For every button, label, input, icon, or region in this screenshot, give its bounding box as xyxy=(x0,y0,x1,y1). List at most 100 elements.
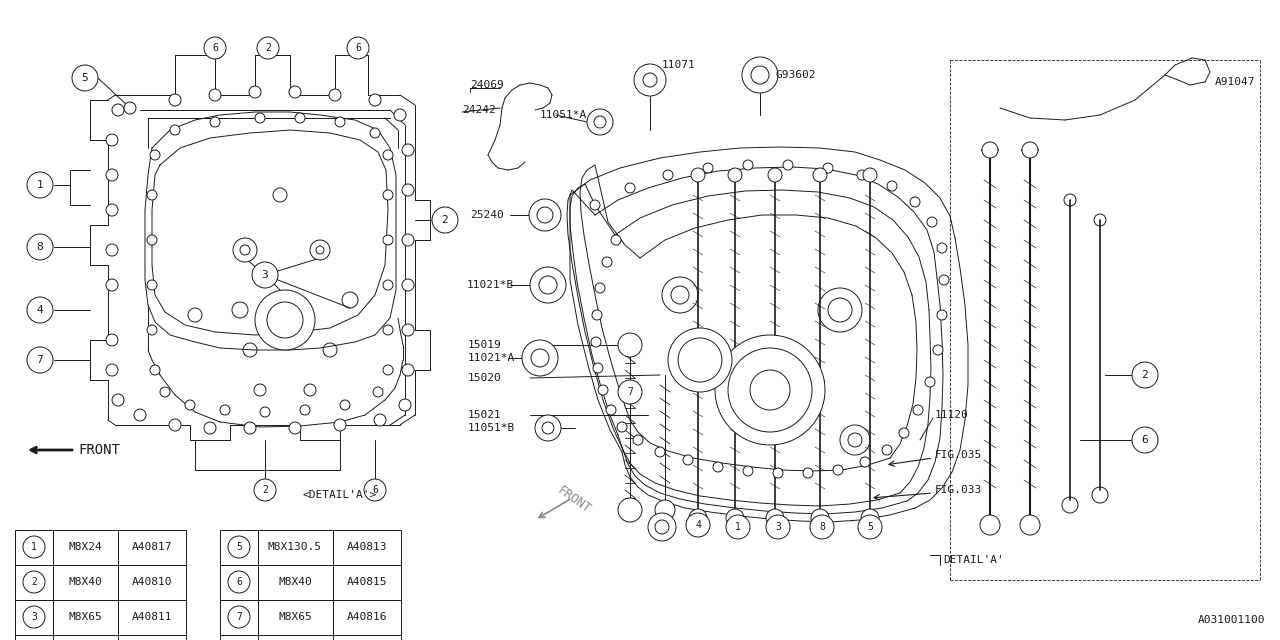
Circle shape xyxy=(147,280,157,290)
Circle shape xyxy=(170,125,180,135)
Bar xyxy=(333,635,401,640)
Circle shape xyxy=(684,455,692,465)
Circle shape xyxy=(23,606,45,628)
Circle shape xyxy=(742,466,753,476)
Text: 1: 1 xyxy=(31,542,37,552)
Text: M8X65: M8X65 xyxy=(68,612,102,622)
Circle shape xyxy=(228,536,250,558)
Text: G93602: G93602 xyxy=(774,70,815,80)
Circle shape xyxy=(678,338,722,382)
Circle shape xyxy=(591,337,602,347)
Text: 5: 5 xyxy=(867,522,873,532)
Circle shape xyxy=(347,37,369,59)
Circle shape xyxy=(209,89,221,101)
Circle shape xyxy=(728,348,812,432)
Circle shape xyxy=(598,385,608,395)
Circle shape xyxy=(402,279,413,291)
Circle shape xyxy=(530,267,566,303)
Text: 25240: 25240 xyxy=(470,210,504,220)
Bar xyxy=(15,530,52,565)
Bar xyxy=(259,530,333,565)
Circle shape xyxy=(160,387,170,397)
Circle shape xyxy=(773,468,783,478)
Text: 11021*A: 11021*A xyxy=(468,353,516,363)
Circle shape xyxy=(618,498,643,522)
Circle shape xyxy=(383,365,393,375)
Circle shape xyxy=(602,257,612,267)
Circle shape xyxy=(228,571,250,593)
Circle shape xyxy=(147,235,157,245)
Bar xyxy=(333,530,401,565)
Text: 11051*A: 11051*A xyxy=(540,110,588,120)
Text: 11021*B: 11021*B xyxy=(467,280,515,290)
Circle shape xyxy=(858,515,882,539)
Text: A40817: A40817 xyxy=(132,542,173,552)
Text: 7: 7 xyxy=(236,612,242,622)
Bar xyxy=(52,635,118,640)
Circle shape xyxy=(648,513,676,541)
Circle shape xyxy=(150,150,160,160)
Circle shape xyxy=(374,414,387,426)
Text: 1: 1 xyxy=(37,180,44,190)
Text: A031001100: A031001100 xyxy=(1198,615,1265,625)
Text: A91047: A91047 xyxy=(1215,77,1256,87)
Bar xyxy=(220,635,259,640)
Circle shape xyxy=(260,407,270,417)
Circle shape xyxy=(27,172,52,198)
Circle shape xyxy=(899,428,909,438)
Bar xyxy=(259,565,333,600)
Circle shape xyxy=(980,515,1000,535)
Text: FIG.033: FIG.033 xyxy=(934,485,982,495)
Circle shape xyxy=(147,190,157,200)
Circle shape xyxy=(113,104,124,116)
Text: 1: 1 xyxy=(735,522,741,532)
Circle shape xyxy=(402,324,413,336)
Circle shape xyxy=(618,333,643,357)
Text: 15019: 15019 xyxy=(468,340,502,350)
Circle shape xyxy=(605,405,616,415)
Circle shape xyxy=(590,200,600,210)
Text: 2: 2 xyxy=(265,43,271,53)
Circle shape xyxy=(1132,362,1158,388)
Text: DETAIL'A': DETAIL'A' xyxy=(943,555,1004,565)
Text: 4: 4 xyxy=(37,305,44,315)
Circle shape xyxy=(703,163,713,173)
Circle shape xyxy=(370,128,380,138)
Text: 11120: 11120 xyxy=(934,410,969,420)
Circle shape xyxy=(803,468,813,478)
Circle shape xyxy=(268,302,303,338)
Bar xyxy=(15,635,52,640)
Circle shape xyxy=(233,238,257,262)
Circle shape xyxy=(244,422,256,434)
Circle shape xyxy=(402,184,413,196)
Circle shape xyxy=(716,335,826,445)
Circle shape xyxy=(253,479,276,501)
Circle shape xyxy=(72,65,99,91)
Text: A40815: A40815 xyxy=(347,577,388,587)
Circle shape xyxy=(668,328,732,392)
Bar xyxy=(333,565,401,600)
Text: A40810: A40810 xyxy=(132,577,173,587)
Circle shape xyxy=(634,64,666,96)
Circle shape xyxy=(220,405,230,415)
Circle shape xyxy=(910,197,920,207)
Text: 7: 7 xyxy=(627,387,632,397)
Circle shape xyxy=(529,199,561,231)
Circle shape xyxy=(335,117,346,127)
Circle shape xyxy=(369,94,381,106)
Circle shape xyxy=(402,364,413,376)
Circle shape xyxy=(655,500,675,520)
Text: FRONT: FRONT xyxy=(556,484,593,516)
Circle shape xyxy=(252,262,278,288)
Circle shape xyxy=(522,340,558,376)
Circle shape xyxy=(106,334,118,346)
Text: 6: 6 xyxy=(1142,435,1148,445)
Circle shape xyxy=(742,160,753,170)
Bar xyxy=(118,565,186,600)
Bar xyxy=(220,565,259,600)
Circle shape xyxy=(310,240,330,260)
Bar xyxy=(220,530,259,565)
Circle shape xyxy=(663,170,673,180)
Text: 8: 8 xyxy=(37,242,44,252)
Bar xyxy=(259,635,333,640)
